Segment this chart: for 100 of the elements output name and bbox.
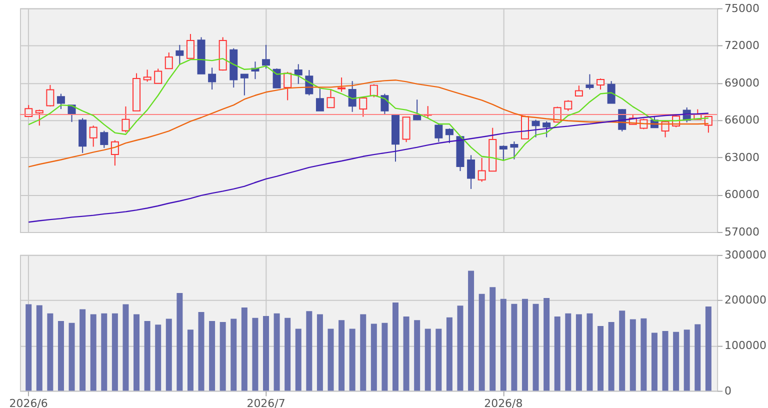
candlestick [122, 106, 130, 133]
y-tick-label: 200000 [724, 294, 766, 307]
bar [522, 298, 528, 391]
bar [619, 310, 626, 391]
bar [306, 311, 312, 391]
bar [370, 324, 377, 391]
bar [500, 298, 506, 391]
y-tick-label: 72000 [724, 39, 760, 52]
bar [295, 328, 302, 391]
candlestick [186, 33, 194, 59]
candlestick [56, 93, 65, 110]
y-tick-label: 0 [724, 384, 732, 398]
bar [651, 332, 658, 391]
bar [58, 321, 64, 391]
bar [576, 314, 582, 391]
candlestick [284, 71, 292, 101]
bar [554, 316, 560, 391]
bar [80, 309, 86, 391]
bar [457, 306, 464, 391]
candlestick [596, 78, 605, 90]
y-tick-label: 60000 [724, 188, 760, 202]
bar [230, 318, 237, 391]
candlestick [564, 100, 572, 112]
bar [694, 324, 701, 391]
y-tick-label: 75000 [724, 2, 760, 15]
candlestick [262, 44, 270, 70]
candlestick [510, 140, 518, 160]
bar [392, 302, 398, 391]
y-tick-label: 57000 [724, 225, 760, 238]
candlestick [499, 144, 508, 162]
bar [490, 287, 496, 391]
candlestick [586, 74, 594, 90]
candlestick [380, 93, 389, 115]
candlestick [326, 89, 335, 108]
y-tick-label: 63000 [724, 150, 760, 164]
bar [532, 304, 539, 391]
candlestick [164, 52, 173, 70]
bar [662, 330, 668, 391]
candlestick [338, 76, 346, 92]
y-tick-label: 100000 [724, 338, 766, 352]
bar [26, 304, 32, 391]
bar [403, 316, 410, 391]
candlestick [208, 67, 216, 90]
bar [640, 318, 647, 391]
candlestick [272, 68, 281, 88]
bar [134, 314, 140, 391]
candlestick [240, 74, 248, 96]
candlestick [89, 125, 98, 148]
bar [284, 318, 291, 391]
bar [565, 313, 572, 391]
bar [414, 320, 420, 391]
candlestick [46, 84, 54, 107]
bar [209, 321, 216, 391]
candlestick [370, 84, 378, 98]
candlestick [520, 115, 529, 140]
candlestick [542, 120, 551, 138]
candlestick [359, 96, 368, 118]
bar [328, 328, 334, 391]
bar [446, 317, 452, 391]
bar [198, 312, 204, 391]
bar [187, 330, 194, 391]
bar [630, 319, 636, 391]
candlestick [176, 44, 184, 65]
y-tick-label: 300000 [724, 248, 766, 262]
bar [382, 322, 388, 391]
bar [166, 318, 172, 391]
bar [705, 306, 712, 391]
candlestick [110, 140, 119, 166]
bar [608, 322, 614, 391]
x-tick-label: 2026/7 [246, 397, 286, 408]
bar [684, 330, 690, 391]
bar [424, 328, 431, 391]
candlestick [478, 158, 486, 182]
bar [436, 328, 442, 391]
bar [349, 328, 356, 391]
bar [252, 318, 258, 391]
candlestick [143, 69, 152, 82]
bar [122, 304, 129, 391]
bar [112, 313, 118, 391]
bar [47, 313, 54, 391]
bar [274, 313, 280, 391]
candlestick [35, 109, 44, 126]
bar [263, 316, 270, 391]
bar [36, 305, 42, 391]
bar [360, 314, 366, 391]
bar [316, 314, 323, 391]
candlestick [402, 116, 410, 143]
candlestick [348, 80, 356, 112]
bar [478, 294, 485, 391]
bar [241, 307, 248, 391]
x-tick-label: 2026/6 [9, 397, 48, 408]
bar [155, 324, 162, 391]
bar [90, 314, 96, 391]
bar [338, 320, 345, 391]
candlestick [532, 119, 540, 138]
bar [544, 298, 550, 391]
bar [586, 313, 593, 391]
candlestick [294, 64, 302, 84]
candlestick [434, 122, 443, 142]
candlestick [445, 128, 454, 144]
